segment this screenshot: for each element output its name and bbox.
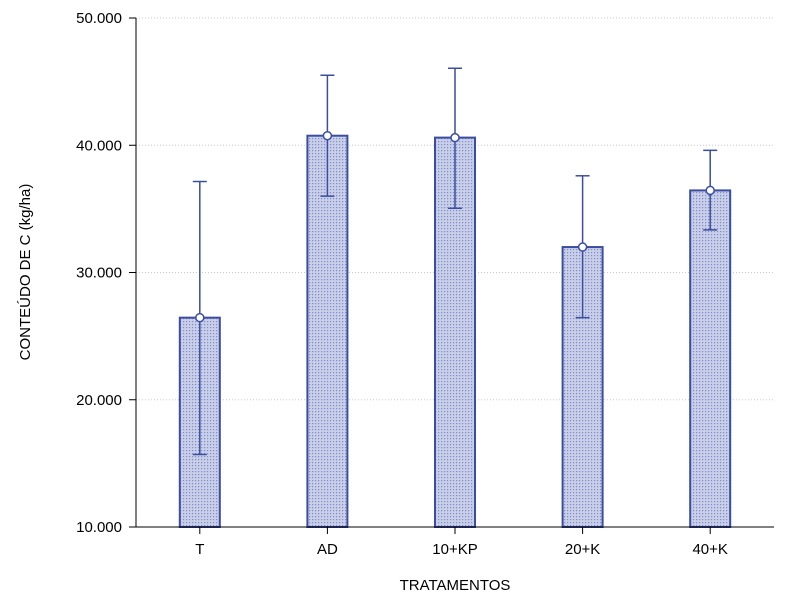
- y-tick-label: 10.000: [76, 519, 122, 536]
- x-axis-label: TRATAMENTOS: [400, 577, 511, 594]
- x-ticks: T AD 10+KP 20+K 40+K: [195, 527, 728, 558]
- mean-point-AD: [322, 130, 333, 141]
- y-axis-label: CONTEÚDO DE C (kg/ha): [17, 184, 34, 361]
- x-tick-label: 10+KP: [432, 541, 477, 558]
- y-ticks: 10.000 20.000 30.000 40.000 50.000: [76, 10, 136, 536]
- mean-point-40+K: [705, 185, 715, 196]
- bar-40+K: [689, 189, 732, 529]
- y-tick-label: 30.000: [76, 265, 122, 282]
- y-tick-label: 50.000: [76, 10, 122, 27]
- x-tick-label: 20+K: [565, 541, 600, 558]
- mean-point-20+K: [577, 242, 588, 252]
- x-tick-label: 40+K: [692, 541, 727, 558]
- x-tick-label: AD: [317, 541, 338, 558]
- x-tick-label: T: [195, 541, 204, 558]
- y-tick-label: 20.000: [76, 392, 122, 409]
- mean-point-T: [195, 312, 205, 323]
- y-tick-label: 40.000: [76, 137, 122, 154]
- error-bars: [192, 67, 718, 456]
- mean-point-10+KP: [450, 132, 460, 143]
